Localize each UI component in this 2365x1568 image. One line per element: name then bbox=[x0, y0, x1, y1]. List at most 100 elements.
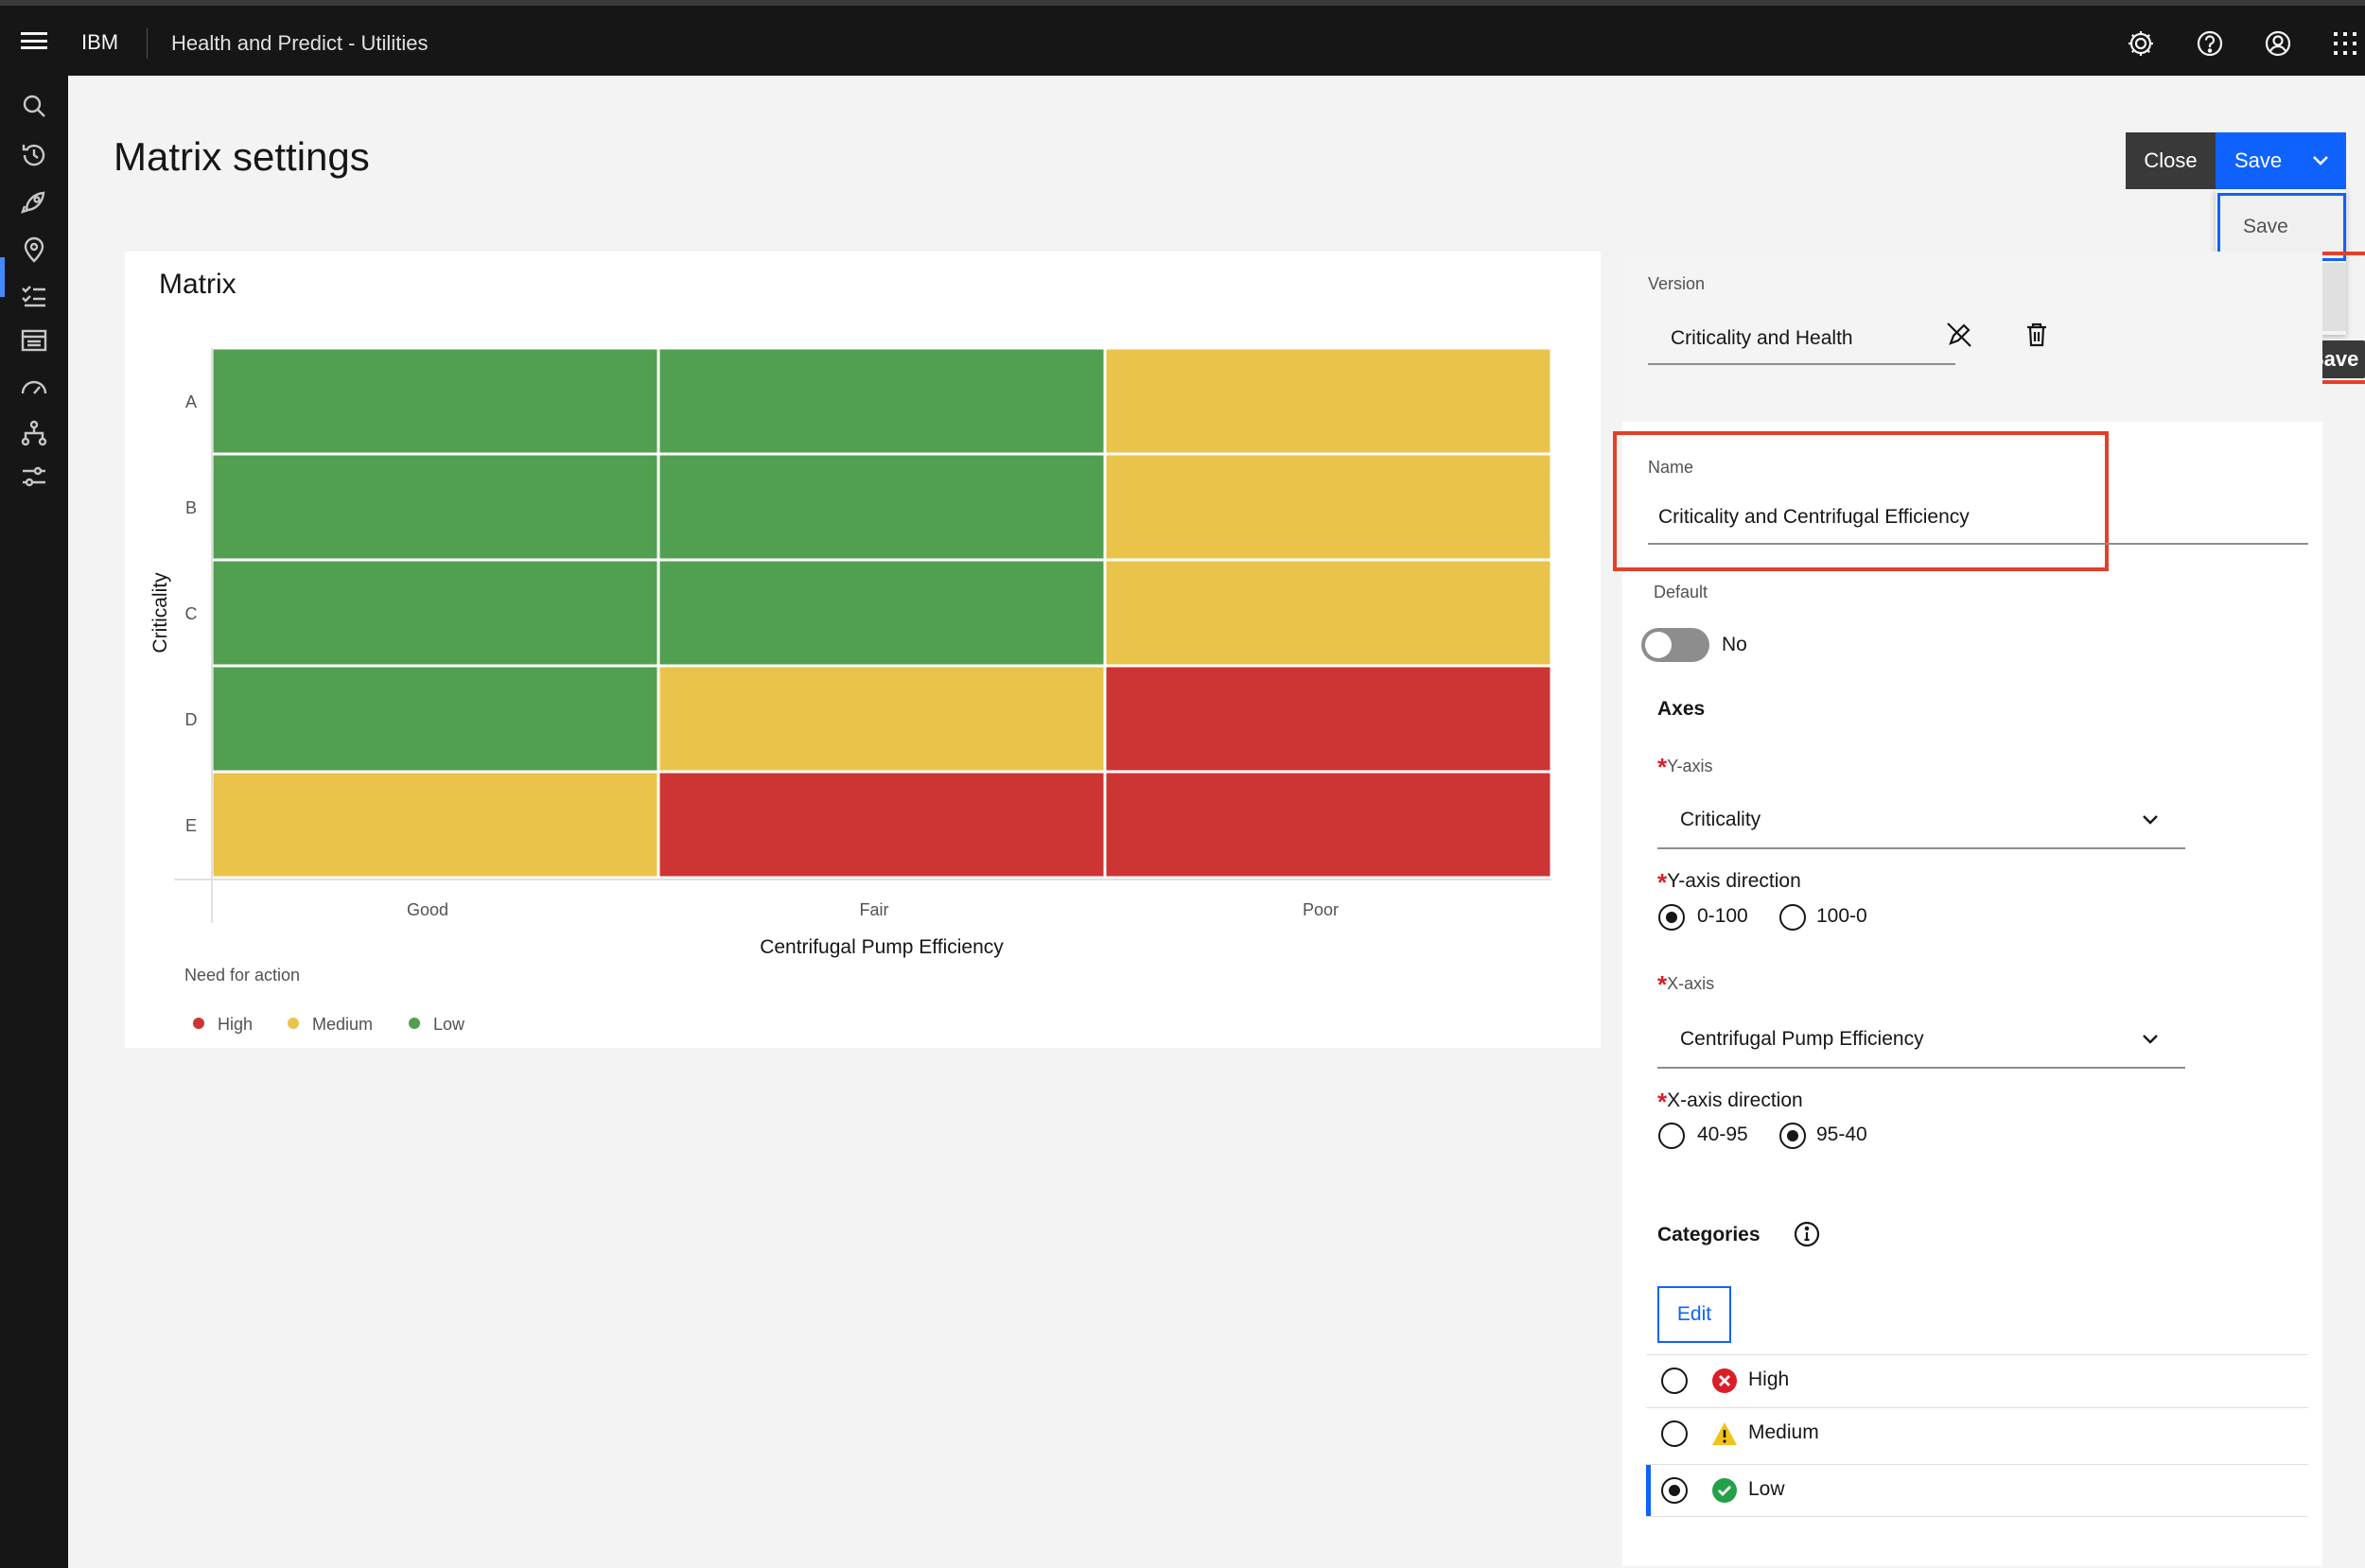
settings-gear-icon[interactable] bbox=[2126, 28, 2156, 59]
axes-heading: Axes bbox=[1657, 698, 1706, 720]
radio-low[interactable] bbox=[1661, 1477, 1688, 1504]
radio-x-40-95[interactable] bbox=[1658, 1123, 1685, 1149]
matrix-cell-e-good bbox=[210, 770, 660, 880]
help-icon[interactable] bbox=[2195, 28, 2225, 59]
edit-categories-button[interactable]: Edit bbox=[1657, 1286, 1731, 1343]
matrix-cell-e-fair bbox=[657, 770, 1107, 880]
user-avatar-icon[interactable] bbox=[2263, 28, 2293, 59]
info-icon[interactable] bbox=[1793, 1220, 1821, 1248]
x-tick-label: Good bbox=[407, 900, 448, 919]
radio-high[interactable] bbox=[1661, 1368, 1688, 1394]
checklist-icon[interactable] bbox=[19, 280, 49, 310]
matrix-cell-b-poor bbox=[1103, 452, 1553, 562]
close-button[interactable]: Close bbox=[2126, 132, 2216, 189]
legend-label-high: High bbox=[218, 1015, 253, 1034]
y-tick-label: B bbox=[185, 498, 197, 517]
matrix-cell-c-poor bbox=[1103, 558, 1553, 668]
matrix-cell-a-fair bbox=[657, 346, 1107, 456]
matrix-title: Matrix bbox=[159, 269, 236, 300]
category-label-low: Low bbox=[1748, 1478, 1785, 1500]
location-icon[interactable] bbox=[19, 235, 49, 265]
category-label-medium: Medium bbox=[1748, 1421, 1819, 1443]
y-tick-label: D bbox=[185, 710, 198, 729]
history-icon[interactable] bbox=[19, 140, 49, 170]
save-menu-toggle[interactable] bbox=[2294, 132, 2346, 189]
menu-item-save[interactable]: Save bbox=[2217, 193, 2346, 261]
hamburger-menu-icon[interactable] bbox=[19, 26, 49, 55]
x-dir-option-40-95: 40-95 bbox=[1697, 1124, 1748, 1145]
version-field[interactable]: Criticality and Health bbox=[1648, 314, 1955, 365]
checkmark-low-icon bbox=[1712, 1478, 1737, 1503]
search-icon[interactable] bbox=[19, 91, 49, 121]
radio-x-95-40[interactable] bbox=[1779, 1123, 1806, 1149]
y-dir-option-0-100: 0-100 bbox=[1697, 905, 1748, 927]
hierarchy-icon[interactable] bbox=[19, 418, 49, 448]
sliders-icon[interactable] bbox=[19, 462, 49, 492]
matrix-cell-d-fair bbox=[657, 664, 1107, 774]
version-label: Version bbox=[1648, 274, 1706, 293]
matrix-chart: A B C D E Good Fair Poor Centrifugal Pump Effici… bbox=[149, 346, 1553, 1034]
matrix-card: Matrix A B C D E Good Fair Poor Centrifugal Pump… bbox=[125, 252, 1601, 1048]
rocket-icon[interactable] bbox=[19, 187, 49, 218]
x-axis-label: *X-axis bbox=[1657, 970, 1715, 999]
error-high-icon bbox=[1712, 1368, 1737, 1393]
x-direction-label-text: X-axis direction bbox=[1667, 1089, 1803, 1111]
default-toggle[interactable] bbox=[1641, 628, 1709, 662]
name-field[interactable]: Criticality and Centrifugal Efficiency bbox=[1648, 492, 2308, 545]
matrix-cell-c-fair bbox=[657, 558, 1107, 668]
matrix-cell-d-poor bbox=[1103, 664, 1553, 774]
edit-off-icon[interactable] bbox=[1944, 320, 1974, 350]
categories-heading: Categories bbox=[1657, 1224, 1761, 1246]
category-row-high[interactable]: High bbox=[1646, 1354, 2308, 1407]
warning-medium-icon bbox=[1712, 1422, 1737, 1445]
category-row-medium[interactable]: Medium bbox=[1646, 1407, 2308, 1460]
top-header: IBM Health and Predict - Utilities bbox=[0, 0, 2365, 76]
legend-label-low: Low bbox=[433, 1015, 465, 1034]
default-state: No bbox=[1722, 634, 1747, 655]
radio-y-100-0[interactable] bbox=[1779, 904, 1806, 931]
gauge-icon[interactable] bbox=[19, 373, 49, 403]
legend-label-medium: Medium bbox=[312, 1015, 373, 1034]
selected-row-indicator bbox=[1646, 1464, 1651, 1517]
matrix-cell-b-good bbox=[210, 452, 660, 562]
matrix-cell-e-poor bbox=[1103, 770, 1553, 880]
x-axis-select[interactable]: Centrifugal Pump Efficiency bbox=[1657, 1012, 2185, 1069]
radio-medium[interactable] bbox=[1661, 1420, 1688, 1447]
chevron-down-icon bbox=[2143, 815, 2158, 825]
app-title[interactable]: Health and Predict - Utilities bbox=[171, 31, 429, 55]
chevron-down-icon bbox=[2143, 1035, 2158, 1044]
settings-panel: Version Criticality and Health Name Crit… bbox=[1613, 252, 2322, 1566]
app-switcher-icon[interactable] bbox=[2330, 28, 2360, 59]
x-axis-label-text: X-axis bbox=[1667, 974, 1715, 993]
legend-dot-low bbox=[409, 1018, 420, 1029]
dashboard-icon[interactable] bbox=[19, 325, 49, 356]
x-axis-select-value: Centrifugal Pump Efficiency bbox=[1680, 1028, 1924, 1050]
x-dir-option-95-40: 95-40 bbox=[1816, 1124, 1867, 1145]
y-axis-label-text: Y-axis bbox=[1667, 757, 1713, 775]
y-direction-label: *Y-axis direction bbox=[1657, 868, 1801, 897]
legend-dot-high bbox=[193, 1018, 204, 1029]
name-label: Name bbox=[1648, 458, 1694, 477]
default-label: Default bbox=[1654, 583, 1708, 601]
trash-icon[interactable] bbox=[2022, 320, 2052, 350]
y-direction-label-text: Y-axis direction bbox=[1667, 870, 1801, 892]
matrix-cell-a-poor bbox=[1103, 346, 1553, 456]
matrix-cell-a-good bbox=[210, 346, 660, 456]
x-direction-label: *X-axis direction bbox=[1657, 1088, 1803, 1116]
y-tick-label: C bbox=[185, 604, 198, 623]
y-axis-select-value: Criticality bbox=[1680, 809, 1761, 830]
chevron-down-icon bbox=[2312, 156, 2328, 166]
y-dir-option-100-0: 100-0 bbox=[1816, 905, 1867, 927]
brand-logo[interactable]: IBM bbox=[81, 30, 119, 54]
left-sidebar bbox=[0, 76, 68, 1568]
radio-y-0-100[interactable] bbox=[1658, 904, 1685, 931]
matrix-cell-b-fair bbox=[657, 452, 1107, 562]
matrix-cell-d-good bbox=[210, 664, 660, 774]
y-axis-select[interactable]: Criticality bbox=[1657, 793, 2185, 849]
legend-title: Need for action bbox=[184, 966, 300, 984]
x-tick-label: Fair bbox=[860, 900, 889, 919]
category-row-low[interactable]: Low bbox=[1646, 1464, 2308, 1517]
category-label-high: High bbox=[1748, 1368, 1790, 1390]
y-tick-label: E bbox=[185, 816, 197, 835]
y-axis-title: Criticality bbox=[149, 572, 171, 653]
